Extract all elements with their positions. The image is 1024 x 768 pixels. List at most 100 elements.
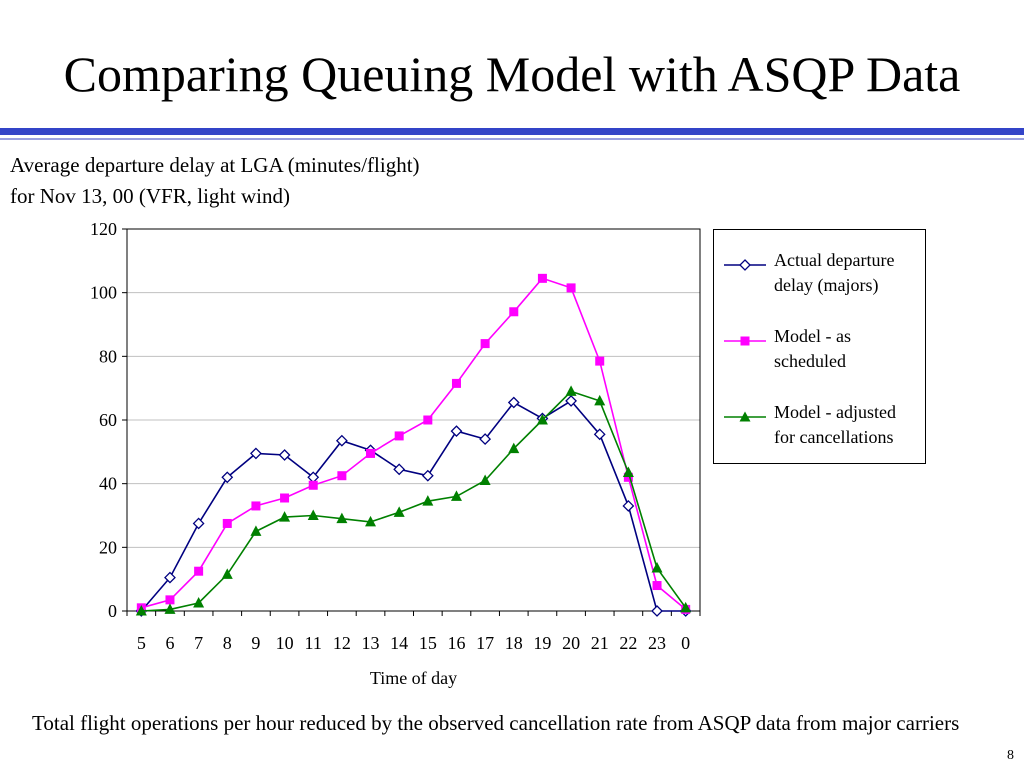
x-tick-label-22: 22: [619, 633, 637, 653]
x-tick-label-11: 11: [305, 633, 322, 653]
data-point-model-adjusted-23: [651, 562, 663, 573]
data-point-actual-14: [393, 463, 406, 476]
data-point-model-adjusted-6: [164, 603, 176, 614]
data-point-model-adjusted-21: [594, 394, 606, 406]
data-point-model-adjusted-22: [622, 466, 634, 478]
data-point-model-adjusted-7: [193, 597, 205, 608]
legend-item-model-adjusted: Model - adjusted for cancellations: [722, 400, 927, 460]
data-point-model-adjusted-0: [680, 601, 692, 613]
data-point-model-scheduled-20: [566, 283, 576, 293]
legend-label-scheduled-line-2: scheduled: [774, 351, 846, 371]
footnote: Total flight operations per hour reduced…: [32, 711, 960, 735]
legend-item-actual: Actual departure delay (majors): [722, 248, 927, 308]
legend-label-adjusted-line-1: Model - adjusted: [774, 402, 896, 422]
data-point-model-scheduled-14: [394, 431, 404, 441]
y-tick-label-0: 0: [108, 601, 117, 621]
legend-label-adjusted-line-2: for cancellations: [774, 427, 894, 447]
legend-label-actual-line-2: delay (majors): [774, 275, 879, 295]
x-tick-label-16: 16: [447, 633, 465, 653]
x-tick-label-9: 9: [251, 633, 260, 653]
data-point-actual-22: [622, 500, 635, 512]
legend-swatch-model-adjusted: [724, 411, 766, 422]
x-tick-label-15: 15: [419, 633, 437, 653]
x-tick-label-10: 10: [276, 633, 294, 653]
data-point-model-adjusted-14: [393, 506, 405, 517]
data-point-actual-7: [192, 517, 205, 530]
chart-title-line-2: for Nov 13, 00 (VFR, light wind): [10, 184, 290, 208]
y-tick-label-60: 60: [99, 410, 117, 430]
data-point-model-scheduled-8: [222, 518, 232, 528]
data-point-actual-15: [421, 469, 434, 482]
y-tick-label-20: 20: [99, 537, 117, 557]
title-divider: [0, 128, 1024, 135]
data-point-model-adjusted-12: [336, 512, 348, 524]
x-tick-label-6: 6: [165, 633, 174, 653]
data-point-model-adjusted-13: [365, 515, 377, 527]
series-line-model-adjusted: [141, 390, 687, 612]
chart-title: Average departure delay at LGA (minutes/…: [10, 150, 420, 212]
series-line-actual: [140, 399, 686, 612]
title-divider-thin: [0, 138, 1024, 140]
x-tick-label-8: 8: [223, 633, 232, 653]
slide-title: Comparing Queuing Model with ASQP Data: [63, 46, 961, 102]
data-point-model-adjusted-16: [450, 490, 462, 501]
x-tick-label-5: 5: [137, 633, 146, 653]
page-number: 8: [1007, 748, 1014, 763]
x-tick-label-17: 17: [476, 633, 494, 653]
data-point-actual-17: [479, 433, 492, 446]
data-point-actual-8: [221, 471, 234, 484]
x-tick-label-23: 23: [648, 633, 666, 653]
data-point-model-scheduled-23: [652, 581, 662, 591]
data-point-model-scheduled-18: [509, 307, 519, 317]
data-point-actual-16: [450, 425, 463, 438]
data-point-actual-10: [278, 449, 291, 461]
data-point-model-scheduled-7: [194, 566, 204, 576]
chart-legend: Actual departure delay (majors) Model - …: [713, 229, 926, 464]
data-point-model-scheduled-12: [337, 471, 347, 481]
data-point-actual-12: [335, 434, 348, 447]
data-point-actual-18: [507, 396, 520, 409]
data-point-actual-21: [593, 428, 606, 441]
data-point-model-adjusted-10: [279, 511, 291, 522]
x-tick-label-21: 21: [591, 633, 609, 653]
data-point-actual-23: [651, 605, 663, 617]
x-tick-label-0: 0: [681, 633, 690, 653]
legend-label-scheduled-line-1: Model - as: [774, 326, 851, 346]
data-point-model-adjusted-15: [422, 495, 434, 506]
y-tick-label-100: 100: [90, 283, 117, 303]
data-point-actual-9: [250, 447, 262, 460]
data-point-model-scheduled-17: [480, 339, 490, 349]
y-tick-label-120: 120: [90, 219, 117, 239]
y-tick-label-40: 40: [99, 474, 117, 494]
x-tick-label-20: 20: [562, 633, 580, 653]
data-point-model-scheduled-19: [537, 273, 547, 283]
data-point-model-scheduled-11: [308, 480, 318, 490]
data-point-model-scheduled-22: [623, 472, 633, 482]
data-point-model-adjusted-18: [508, 442, 520, 454]
legend-item-model-scheduled: Model - as scheduled: [722, 324, 927, 384]
data-point-model-scheduled-21: [595, 356, 605, 366]
data-point-model-adjusted-17: [479, 474, 491, 485]
x-tick-label-13: 13: [362, 633, 380, 653]
data-point-model-adjusted-8: [221, 568, 233, 579]
data-point-model-adjusted-9: [250, 525, 262, 536]
x-axis-label: Time of day: [370, 668, 457, 688]
data-point-model-scheduled-15: [423, 415, 433, 425]
legend-swatch-actual: [724, 259, 766, 271]
y-tick-label-80: 80: [99, 346, 117, 366]
legend-swatch-model-scheduled: [724, 336, 766, 346]
data-point-model-adjusted-5: [135, 605, 147, 616]
x-tick-label-14: 14: [390, 633, 408, 653]
legend-label-actual-line-1: Actual departure: [774, 250, 895, 270]
data-point-model-scheduled-6: [165, 595, 175, 605]
x-tick-label-19: 19: [533, 633, 551, 653]
data-point-model-scheduled-16: [451, 378, 461, 388]
data-point-model-scheduled-13: [366, 448, 376, 458]
chart-title-line-1: Average departure delay at LGA (minutes/…: [10, 153, 420, 177]
data-point-model-scheduled-10: [280, 493, 290, 503]
data-point-actual-20: [565, 394, 577, 407]
data-point-actual-6: [164, 571, 176, 584]
series-line-model-scheduled: [141, 277, 687, 611]
x-tick-label-12: 12: [333, 633, 351, 653]
